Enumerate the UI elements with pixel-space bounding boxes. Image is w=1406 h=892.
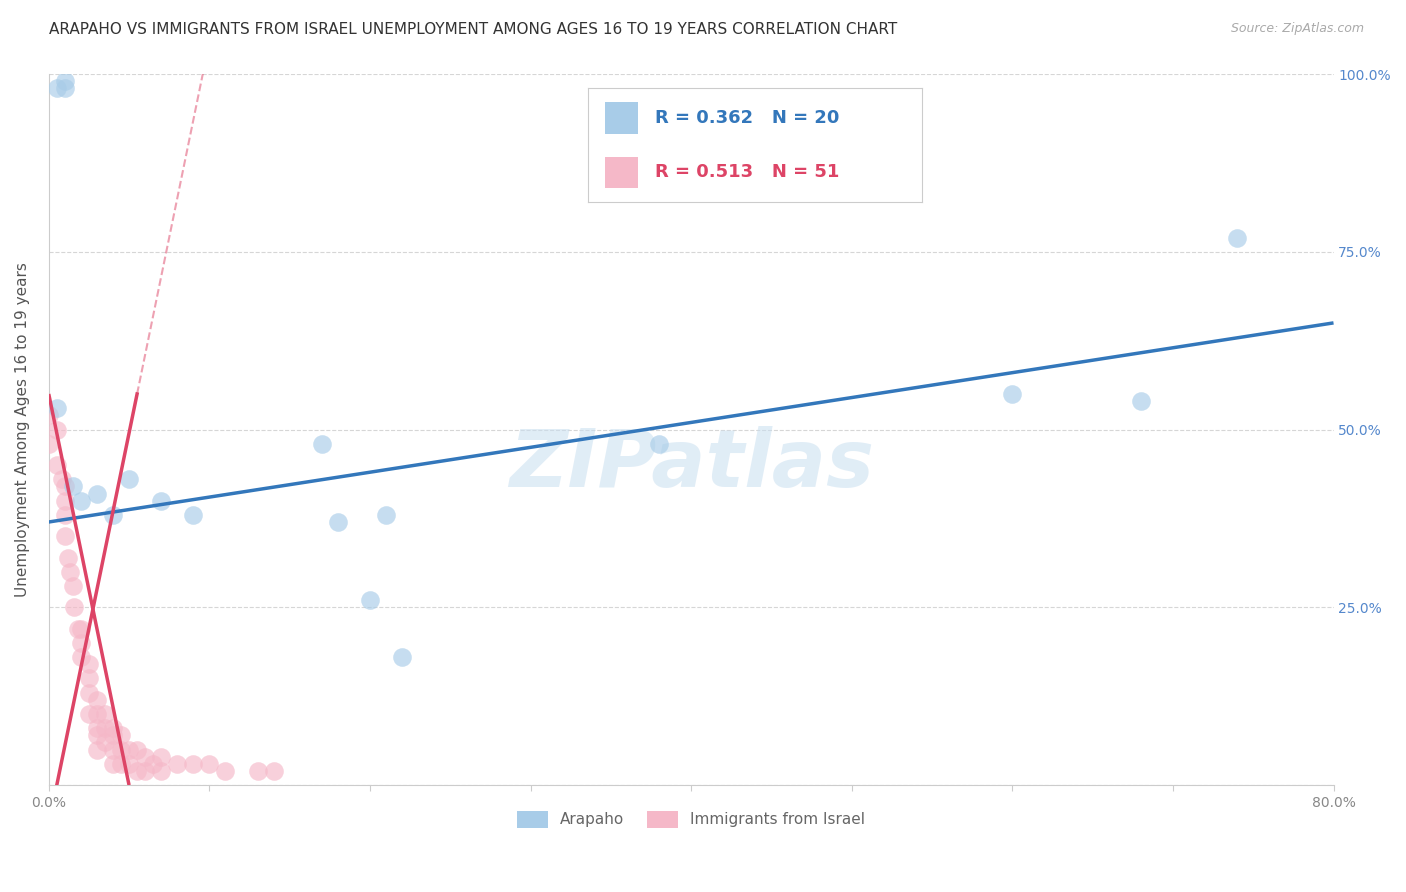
Point [53,479,76,493]
Point [101,721,124,735]
Point [53,81,76,95]
Point [77,657,100,672]
Point [198,756,221,771]
Point [53,508,76,522]
Point [59,565,82,579]
Point [110,728,132,742]
Point [142,756,165,771]
Point [86,742,108,756]
Point [246,764,269,778]
Point [94,706,117,721]
Point [45,81,67,95]
Point [94,721,117,735]
Point [51,472,73,486]
Point [53,74,76,88]
Point [101,756,124,771]
Point [101,742,124,756]
Point [118,756,141,771]
Point [1129,394,1152,409]
Text: Source: ZipAtlas.com: Source: ZipAtlas.com [1230,22,1364,36]
Point [110,756,132,771]
Point [45,458,67,472]
Point [94,735,117,749]
Point [70,650,93,665]
Point [77,706,100,721]
Point [53,529,76,543]
Point [38,409,60,423]
Point [150,749,173,764]
Point [45,401,67,416]
Point [375,508,398,522]
Point [86,728,108,742]
Point [391,650,413,665]
Point [70,493,93,508]
Point [118,742,141,756]
Point [125,742,148,756]
Point [66,622,89,636]
Point [311,437,333,451]
Point [150,493,173,508]
Point [86,706,108,721]
Point [77,672,100,686]
Text: ARAPAHO VS IMMIGRANTS FROM ISRAEL UNEMPLOYMENT AMONG AGES 16 TO 19 YEARS CORRELA: ARAPAHO VS IMMIGRANTS FROM ISRAEL UNEMPL… [49,22,897,37]
Point [101,508,124,522]
Point [70,622,93,636]
Point [45,423,67,437]
Point [118,472,141,486]
Point [134,749,156,764]
Point [263,764,285,778]
Point [63,600,86,615]
Point [62,579,84,593]
Point [56,550,79,565]
Legend: Arapaho, Immigrants from Israel: Arapaho, Immigrants from Israel [512,805,872,834]
Point [70,636,93,650]
Point [86,721,108,735]
Point [110,742,132,756]
Point [181,508,204,522]
Point [1226,230,1249,244]
Point [53,493,76,508]
Point [359,593,381,607]
Point [125,764,148,778]
Point [134,764,156,778]
Point [166,756,188,771]
Y-axis label: Unemployment Among Ages 16 to 19 years: Unemployment Among Ages 16 to 19 years [15,262,30,597]
Point [101,728,124,742]
Point [326,515,349,529]
Point [62,479,84,493]
Point [648,437,671,451]
Text: ZIPatlas: ZIPatlas [509,426,873,504]
Point [214,764,236,778]
Point [86,486,108,500]
Point [1001,387,1024,401]
Point [86,692,108,706]
Point [38,437,60,451]
Point [181,756,204,771]
Point [77,686,100,700]
Point [150,764,173,778]
